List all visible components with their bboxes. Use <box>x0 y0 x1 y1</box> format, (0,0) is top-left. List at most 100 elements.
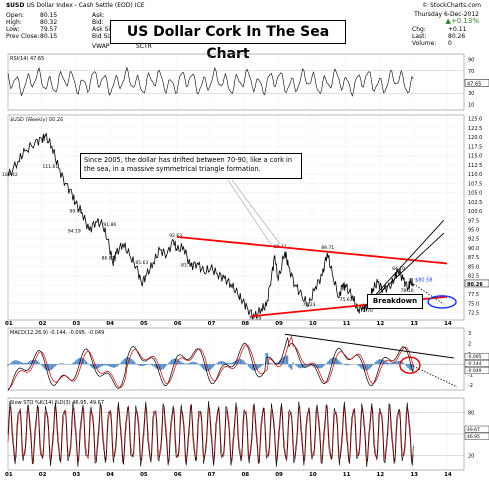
macd-value-tag: -0.095 <box>467 354 482 360</box>
price-tick: 90.0 <box>468 246 479 252</box>
price-tick: 107.5 <box>468 181 482 187</box>
price-tick: 110.0 <box>468 172 482 178</box>
quote-date: Thursday 6-Dec-2012 <box>414 11 479 18</box>
price-tick: 97.5 <box>468 218 479 224</box>
x-year-label: 08 <box>241 321 249 327</box>
rsi-value-tag-box <box>464 79 489 87</box>
sto-value-tag-box <box>464 425 489 433</box>
price-point-label: 86.82 <box>102 256 115 262</box>
quote-left-label: Low: <box>6 26 20 33</box>
price-point-label: 89.71 <box>321 245 334 251</box>
price-point-label: 72.70 <box>360 308 373 314</box>
x-year-label-bottom: 13 <box>410 472 418 478</box>
quote-right-label: Last: <box>412 33 427 40</box>
sto-label: Slow STO %K(14) %D(3) 46.95, 49.67 <box>10 400 104 406</box>
price-tick: 102.5 <box>468 200 482 206</box>
x-year-label: 01 <box>5 321 13 327</box>
annotation-pointer <box>227 179 273 247</box>
sto-value-tag: 46.95 <box>467 434 480 440</box>
chart-title: US Dollar Cork In The Sea Chart <box>110 20 346 62</box>
price-tick: 85.0 <box>468 264 479 270</box>
brand: © StockCharts.com <box>422 2 481 9</box>
macd-tick: 3 <box>468 331 471 337</box>
price-point-label: 85.63 <box>135 260 148 266</box>
quote-left-label: High: <box>6 19 22 26</box>
symbol-header: $USD US Dollar Index - Cash Settle (EOD)… <box>6 2 145 9</box>
macd-fast-line <box>7 337 414 391</box>
price-point-label: 83.75 <box>181 262 194 268</box>
macd-projection <box>413 365 458 388</box>
symbol: $USD <box>6 2 25 9</box>
quote-right-label: Chg: <box>412 26 426 33</box>
quote-mid-label: Bid Size: <box>92 33 118 40</box>
macd-tick: 2 <box>468 342 471 348</box>
x-year-label-bottom: 11 <box>343 472 351 478</box>
projection-line <box>413 283 444 305</box>
quote-left-value: 80.32 <box>40 19 58 26</box>
quote-right-value: +0.11 <box>448 26 467 33</box>
change-pct: ▲+0.13% <box>445 17 480 25</box>
price-point-label: 74.23 <box>303 302 316 308</box>
x-year-label: 02 <box>39 321 47 327</box>
macd-ellipse <box>399 356 421 374</box>
price-point-label: 92.63 <box>169 233 182 239</box>
last-value-tag: 80.26 <box>467 282 483 288</box>
price-point-label: 91.86 <box>103 222 116 228</box>
price-tick: 122.5 <box>468 126 482 132</box>
sctr-label: SCTR <box>136 43 152 50</box>
quote-mid-label: Bid: <box>92 19 104 26</box>
x-year-label-bottom: 02 <box>39 472 47 478</box>
x-year-label-bottom: 07 <box>208 472 216 478</box>
price-tick: 125.0 <box>468 117 482 123</box>
rsi-label: RSI(14) 47.65 <box>10 56 44 62</box>
sto-value-tag: 49.67 <box>467 427 480 433</box>
last-value-tag-box <box>464 279 489 288</box>
price-series-label: $USD (Weekly) 80.26 <box>10 117 63 123</box>
rsi-tick: 70 <box>468 69 474 75</box>
sto-k-line <box>7 400 414 468</box>
x-year-label-bottom: 01 <box>5 472 13 478</box>
price-tick: 105.0 <box>468 191 482 197</box>
price-point-label: 75.63 <box>340 297 353 303</box>
panel-macd <box>7 327 465 391</box>
macd-value-tag-box <box>464 366 489 374</box>
price-point-label: 111.61 <box>43 164 59 170</box>
macd-label: MACD(12,26,9) -0.144, -0.095, -0.049 <box>10 330 104 336</box>
rsi-line <box>7 66 414 97</box>
rsi-tick: 10 <box>468 102 474 108</box>
price-tick: 95.0 <box>468 228 479 234</box>
annotation-callout: Since 2005, the dollar has drifted betwe… <box>80 153 302 179</box>
price-tick: 112.5 <box>468 163 482 169</box>
macd-trendline <box>284 333 454 359</box>
price-tick: 77.5 <box>468 292 479 298</box>
exchange: ICE <box>134 2 145 9</box>
breakdown-label: Breakdown <box>367 294 423 309</box>
price-point-label: 70.69 <box>249 315 262 321</box>
quote-left-value: 80.15 <box>40 33 58 40</box>
quote-left-value: 80.15 <box>40 12 58 19</box>
x-year-label-bottom: 12 <box>377 472 385 478</box>
x-year-label-bottom: 08 <box>241 472 249 478</box>
quote-mid-label: Ask: <box>92 12 105 19</box>
price-point-label: 109.42 <box>2 172 18 178</box>
panel-rsi <box>7 53 465 111</box>
quote-mid-label: Ask Size: <box>92 26 119 33</box>
target-tag: $80.58 <box>415 278 433 284</box>
price-point-label: 78.10 <box>401 288 414 294</box>
x-year-label: 07 <box>208 321 216 327</box>
sto-tick: 20 <box>468 454 474 460</box>
x-year-label: 03 <box>73 321 81 327</box>
x-year-label: 14 <box>444 321 452 327</box>
x-year-label: 13 <box>410 321 418 327</box>
vwap-label: VWAP <box>92 43 110 50</box>
price-point-label: 99.62 <box>70 208 83 214</box>
trendline <box>176 235 448 265</box>
x-year-label: 05 <box>140 321 148 327</box>
rsi-value-tag: 47.65 <box>467 81 481 87</box>
sto-tick: 80 <box>468 410 474 416</box>
macd-tick: -2 <box>468 383 473 389</box>
price-tick: 92.5 <box>468 237 479 243</box>
rsi-tick: 90 <box>468 58 474 64</box>
